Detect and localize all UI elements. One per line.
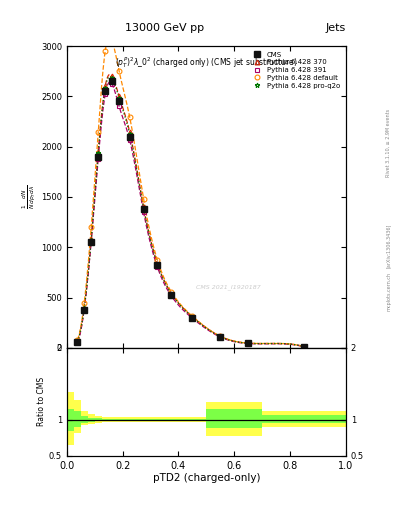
CMS (89, 239, 94, 245)
Text: 13000 GeV pp: 13000 GeV pp (125, 23, 205, 33)
Pythia 6.428 default (155, 258, 160, 264)
Pythia 6.428 pro-q2o (155, 262, 160, 268)
Pythia 6.428 370 (110, 73, 114, 79)
Pythia 6.428 391 (117, 103, 121, 110)
Pythia 6.428 default (302, 344, 307, 350)
Pythia 6.428 pro-q2o (302, 344, 307, 350)
Y-axis label: $\frac{1}{N}\frac{dN}{dp_T d\lambda}$: $\frac{1}{N}\frac{dN}{dp_T d\lambda}$ (21, 185, 38, 209)
Pythia 6.428 391 (96, 156, 101, 162)
Pythia 6.428 370 (117, 93, 121, 99)
Pythia 6.428 default (82, 300, 86, 306)
Pythia 6.428 default (89, 224, 94, 230)
Pythia 6.428 pro-q2o (96, 150, 101, 156)
Line: Pythia 6.428 default: Pythia 6.428 default (75, 38, 307, 349)
CMS (75, 339, 80, 345)
Y-axis label: Ratio to CMS: Ratio to CMS (37, 377, 46, 426)
Pythia 6.428 370 (82, 305, 86, 311)
Pythia 6.428 391 (141, 209, 146, 215)
Pythia 6.428 pro-q2o (117, 95, 121, 101)
Pythia 6.428 pro-q2o (75, 338, 80, 345)
Pythia 6.428 391 (169, 293, 174, 299)
Text: [arXiv:1306.3436]: [arXiv:1306.3436] (386, 224, 391, 268)
Pythia 6.428 391 (190, 315, 195, 322)
Pythia 6.428 391 (155, 264, 160, 270)
Line: CMS: CMS (75, 78, 307, 350)
CMS (82, 307, 86, 313)
Pythia 6.428 pro-q2o (246, 340, 251, 346)
Pythia 6.428 default (246, 340, 251, 346)
Line: Pythia 6.428 391: Pythia 6.428 391 (75, 82, 307, 349)
CMS (246, 340, 251, 347)
Pythia 6.428 pro-q2o (169, 291, 174, 297)
Pythia 6.428 default (96, 129, 101, 135)
Pythia 6.428 391 (110, 81, 114, 88)
Pythia 6.428 pro-q2o (110, 75, 114, 81)
Text: Jets: Jets (325, 23, 346, 33)
Pythia 6.428 default (127, 114, 132, 120)
CMS (103, 88, 108, 94)
CMS (141, 206, 146, 212)
CMS (190, 315, 195, 321)
Pythia 6.428 391 (127, 137, 132, 143)
Pythia 6.428 370 (96, 148, 101, 155)
Pythia 6.428 370 (169, 290, 174, 296)
Line: Pythia 6.428 pro-q2o: Pythia 6.428 pro-q2o (75, 76, 307, 349)
Pythia 6.428 370 (246, 340, 251, 346)
Pythia 6.428 370 (127, 129, 132, 135)
Pythia 6.428 pro-q2o (218, 333, 222, 339)
CMS (169, 291, 174, 297)
Pythia 6.428 default (169, 289, 174, 295)
Pythia 6.428 391 (89, 238, 94, 244)
Pythia 6.428 default (190, 313, 195, 319)
CMS (110, 78, 114, 84)
Text: Rivet 3.1.10, ≥ 2.9M events: Rivet 3.1.10, ≥ 2.9M events (386, 109, 391, 178)
Text: CMS 2021_I1920187: CMS 2021_I1920187 (196, 285, 261, 290)
CMS (117, 98, 121, 104)
Pythia 6.428 default (117, 68, 121, 74)
Pythia 6.428 370 (302, 344, 307, 350)
Pythia 6.428 pro-q2o (103, 86, 108, 92)
Pythia 6.428 pro-q2o (82, 305, 86, 311)
CMS (218, 334, 222, 340)
Pythia 6.428 391 (103, 91, 108, 97)
CMS (155, 262, 160, 268)
Pythia 6.428 391 (82, 306, 86, 312)
Pythia 6.428 370 (190, 314, 195, 320)
CMS (96, 154, 101, 160)
Pythia 6.428 370 (141, 204, 146, 210)
Pythia 6.428 default (110, 38, 114, 44)
Text: mcplots.cern.ch: mcplots.cern.ch (386, 272, 391, 311)
Pythia 6.428 pro-q2o (190, 314, 195, 320)
Pythia 6.428 370 (75, 338, 80, 345)
Text: $(p_T^P)^2\lambda\_0^2$ (charged only) (CMS jet substructure): $(p_T^P)^2\lambda\_0^2$ (charged only) (… (115, 55, 298, 70)
Pythia 6.428 pro-q2o (141, 205, 146, 211)
Pythia 6.428 pro-q2o (127, 131, 132, 137)
Pythia 6.428 391 (218, 334, 222, 340)
Pythia 6.428 391 (246, 340, 251, 347)
Pythia 6.428 default (75, 337, 80, 343)
Line: Pythia 6.428 370: Pythia 6.428 370 (75, 74, 307, 349)
Pythia 6.428 pro-q2o (89, 237, 94, 243)
Pythia 6.428 370 (218, 333, 222, 339)
CMS (127, 134, 132, 140)
Pythia 6.428 default (141, 196, 146, 202)
Pythia 6.428 default (218, 333, 222, 339)
Pythia 6.428 default (103, 48, 108, 54)
Pythia 6.428 370 (103, 83, 108, 90)
CMS (302, 344, 307, 350)
Pythia 6.428 370 (89, 236, 94, 242)
X-axis label: pTD2 (charged-only): pTD2 (charged-only) (152, 473, 260, 483)
Pythia 6.428 391 (302, 344, 307, 350)
Pythia 6.428 370 (155, 261, 160, 267)
Legend: CMS, Pythia 6.428 370, Pythia 6.428 391, Pythia 6.428 default, Pythia 6.428 pro-: CMS, Pythia 6.428 370, Pythia 6.428 391,… (248, 50, 342, 91)
Pythia 6.428 391 (75, 338, 80, 345)
